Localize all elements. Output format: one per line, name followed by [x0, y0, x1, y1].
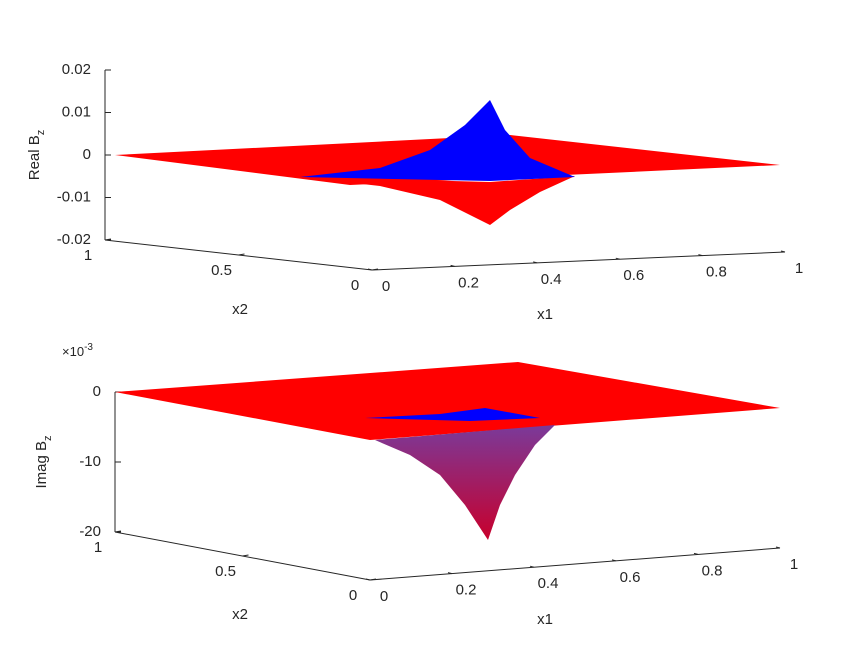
x1-tick — [693, 552, 699, 555]
x1-tick-label: 0.6 — [620, 569, 641, 586]
x2-axis-label: x2 — [232, 606, 248, 623]
x1-tick — [447, 572, 453, 575]
x1-tick — [365, 578, 371, 581]
z-axis-label: Real Bz — [26, 130, 47, 181]
x2-tick — [104, 238, 112, 241]
x1-axis-label: x1 — [537, 306, 553, 323]
z-tick-label: -0.01 — [57, 188, 91, 205]
z-tick-label: -0.02 — [57, 231, 91, 248]
surface-top — [115, 100, 780, 225]
z-tick-label: 0 — [83, 146, 91, 163]
surface-lobe — [375, 425, 555, 540]
z-exponent: ×10-3 — [62, 342, 93, 359]
x1-tick — [615, 257, 620, 260]
x2-tick-label: 0.5 — [211, 262, 232, 279]
axis-line — [369, 547, 781, 581]
z-tick-label: 0 — [93, 383, 101, 400]
x2-tick-label: 0 — [351, 277, 359, 294]
x1-tick — [367, 268, 373, 271]
x2-axis-label: x2 — [232, 301, 248, 318]
x1-tick-label: 1 — [790, 556, 798, 573]
x1-tick-label: 0 — [382, 278, 390, 295]
surface-bottom — [115, 362, 780, 540]
x2-tick — [371, 268, 379, 271]
surface-plane — [115, 362, 780, 440]
x1-tick-label: 0.4 — [538, 575, 559, 592]
x1-tick — [698, 254, 703, 257]
x1-tick — [775, 546, 781, 549]
surface-lobe — [300, 100, 575, 181]
x1-tick-label: 0.2 — [456, 582, 477, 599]
z-tick-label: 0.02 — [62, 61, 91, 78]
x1-tick-label: 0 — [380, 588, 388, 605]
x2-tick — [238, 253, 245, 256]
x1-tick — [533, 261, 538, 264]
x1-tick-label: 0.8 — [702, 562, 723, 579]
z-tick-label: 0.01 — [62, 103, 91, 120]
x2-tick — [369, 578, 377, 581]
axes-top: -0.02 -0.01 0 0.01 0.02 0 0.5 1 0 0.2 0.4 0.6 0.8 1 — [57, 61, 803, 295]
x1-tick-label: 0.4 — [541, 271, 562, 288]
surface-patch — [365, 408, 540, 421]
x1-tick — [780, 250, 786, 253]
x1-tick-label: 1 — [795, 260, 803, 277]
x1-tick — [450, 264, 455, 267]
axis-line — [371, 251, 786, 271]
z-axis-label: Imag Bz — [33, 435, 54, 488]
x2-tick-label: 1 — [94, 539, 102, 556]
surface-lobe — [300, 176, 575, 225]
x1-tick-label: 0.8 — [706, 264, 727, 281]
x1-tick-label: 0.6 — [623, 267, 644, 284]
z-tick-label: -20 — [79, 523, 101, 540]
x1-tick — [611, 559, 617, 562]
x2-tick-label: 1 — [84, 247, 92, 264]
x2-tick — [242, 554, 249, 557]
x1-tick-label: 0.2 — [458, 274, 479, 291]
x2-tick-label: 0 — [349, 587, 357, 604]
axes-bottom: -20 -10 0 0 0.5 1 0 0.2 0.4 0.6 0.8 1 — [79, 383, 798, 605]
x2-tick-label: 0.5 — [215, 563, 236, 580]
x2-tick — [114, 530, 122, 533]
x1-axis-label: x1 — [537, 611, 553, 628]
x1-tick — [529, 565, 535, 568]
z-tick-label: -10 — [79, 453, 101, 470]
